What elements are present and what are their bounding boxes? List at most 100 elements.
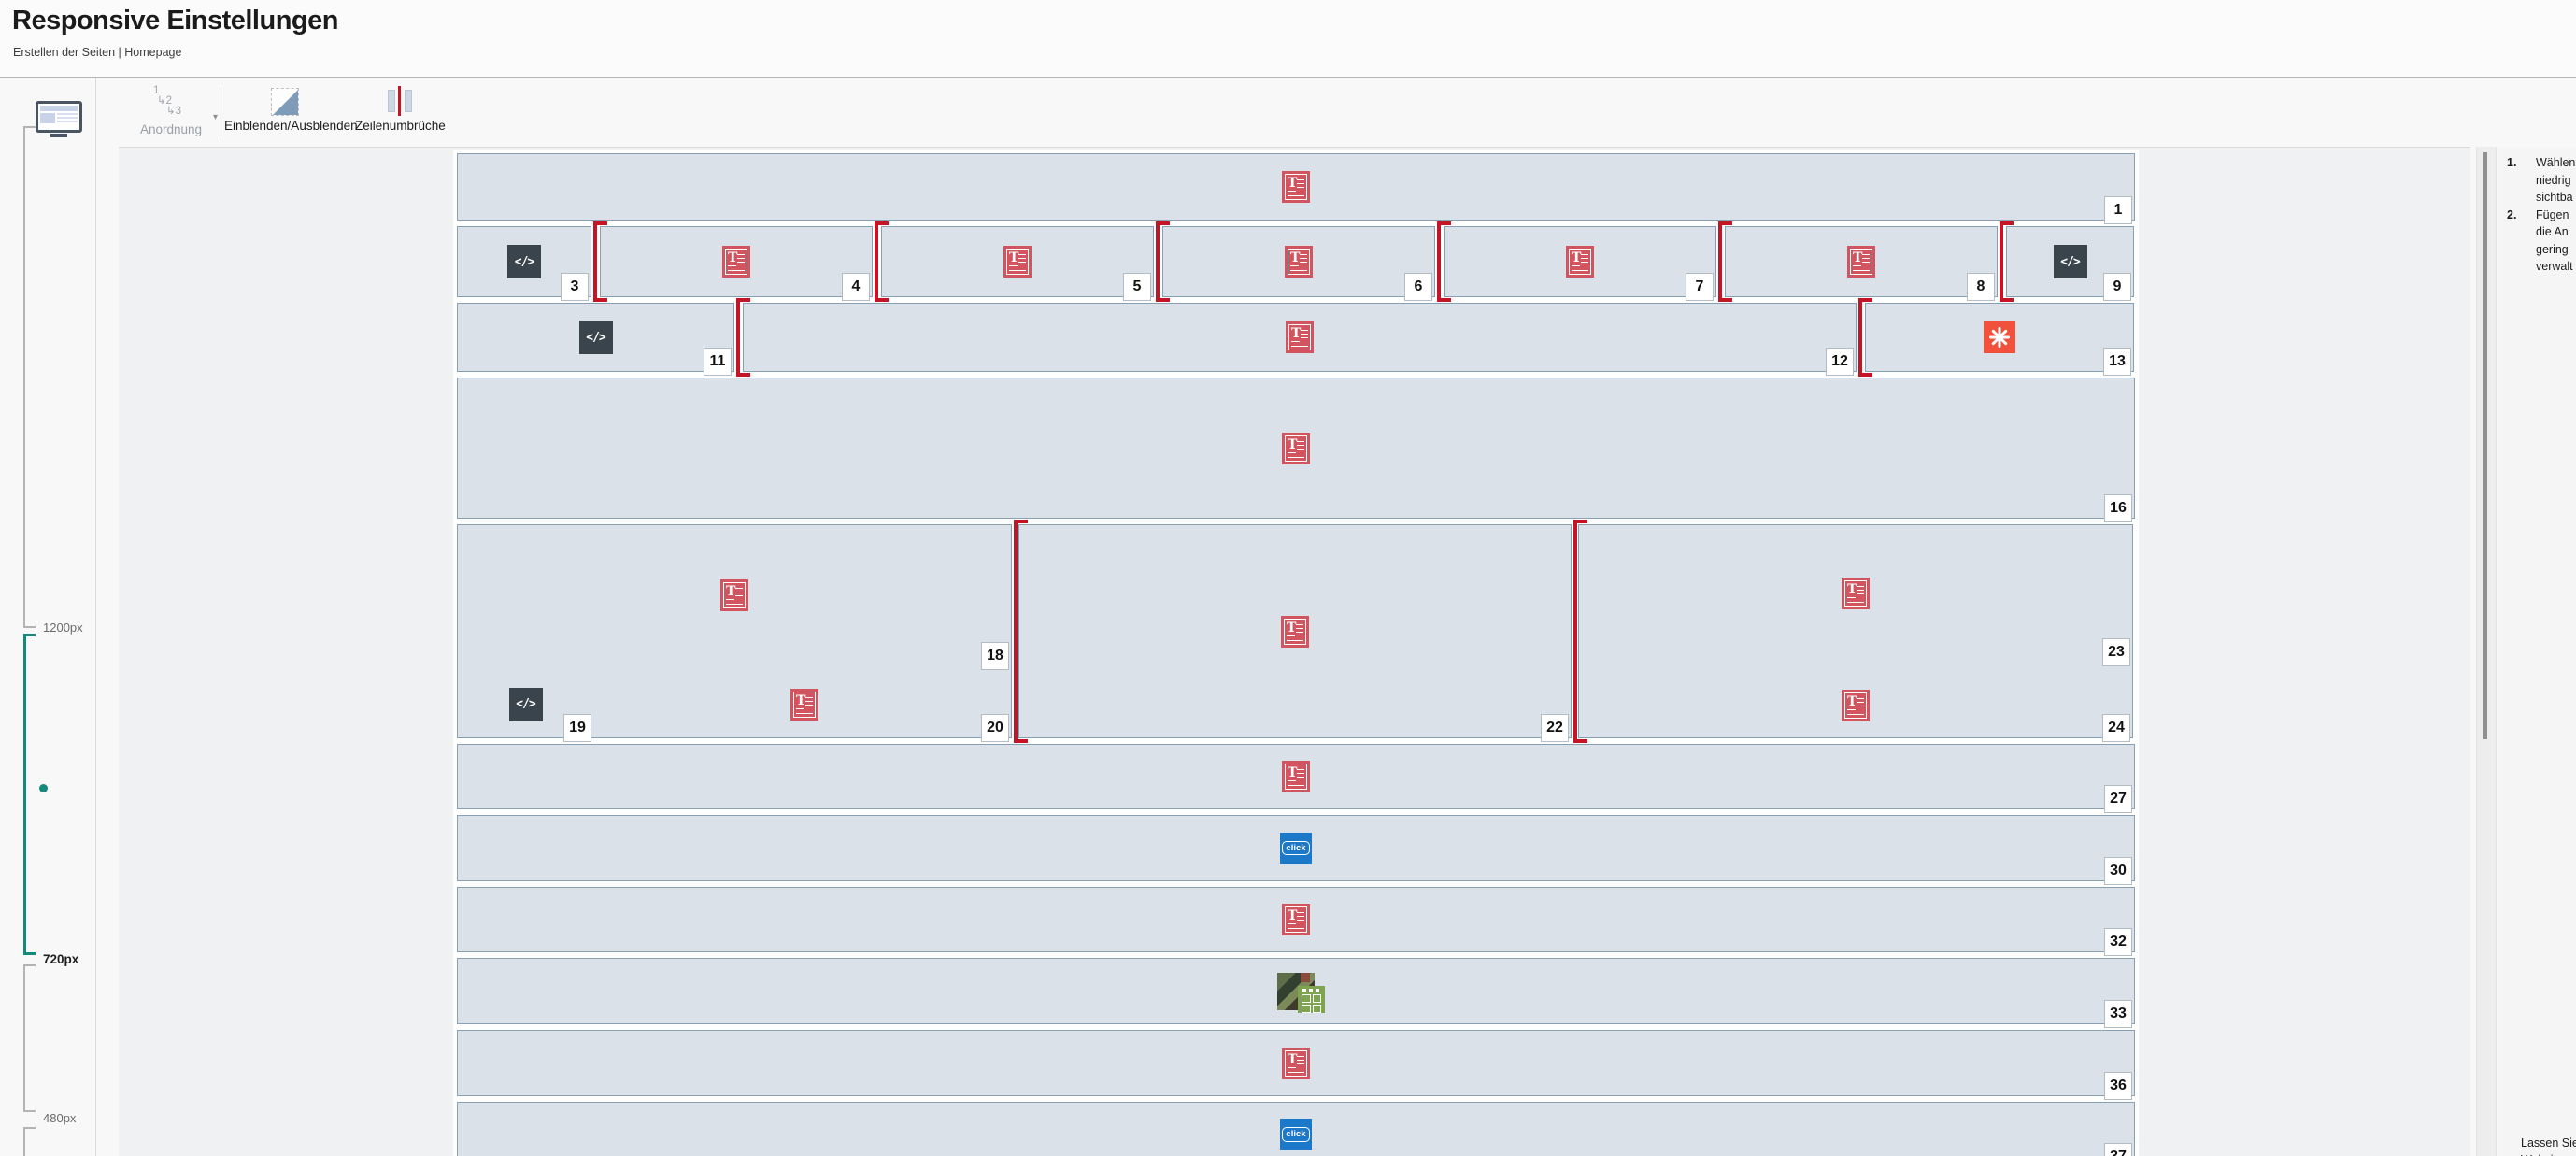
- block-19[interactable]: </> 19: [458, 671, 593, 742]
- text-widget-icon: T: [722, 246, 750, 278]
- block-3[interactable]: </> 3: [457, 226, 591, 301]
- block-number-badge: 18: [981, 642, 1009, 670]
- arrange-button[interactable]: 1 ↳2 ↳3 ▾ Anordnung: [124, 84, 218, 144]
- gallery-widget-icon: [1277, 972, 1325, 1013]
- canvas-page: T 1 </> 3 T 4 T 5 T 6 T 7 T 8 </> 9 </> 11 T 12 13 T 16 T 18 </> 1…: [453, 150, 2139, 1156]
- line-break-marker[interactable]: [591, 221, 607, 302]
- text-widget-icon: T: [1566, 246, 1594, 278]
- canvas-row: T 36: [457, 1030, 2135, 1100]
- block-number-badge: 8: [1967, 273, 1995, 301]
- block-16[interactable]: T 16: [457, 378, 2135, 522]
- text-widget-icon: T: [720, 579, 748, 611]
- block-37[interactable]: click 37: [457, 1102, 2135, 1156]
- button-widget-icon: click: [1280, 1119, 1312, 1150]
- block-18[interactable]: T 18: [458, 525, 1011, 670]
- line-break-marker[interactable]: [734, 298, 750, 377]
- text-widget-icon: T: [1281, 615, 1309, 648]
- block-24[interactable]: T 24: [1579, 673, 2132, 742]
- ruler-mark-1200: 1200px: [43, 621, 83, 635]
- text-widget-icon: T: [1003, 246, 1032, 278]
- block-12[interactable]: T 12: [743, 303, 1857, 376]
- text-widget-icon: T: [1842, 578, 1870, 609]
- line-break-marker[interactable]: [1435, 221, 1451, 302]
- instruction-step: 2. Fügen die An gering verwalt: [2507, 207, 2573, 274]
- block-number-badge: 30: [2104, 857, 2132, 885]
- block-22[interactable]: T 22: [1019, 525, 1571, 742]
- instruction-list: 1. Wählen niedrig sichtba 2. Fügen die An gerin…: [2498, 147, 2576, 276]
- instruction-step: 1. Wählen niedrig sichtba: [2507, 156, 2576, 204]
- canvas-column: T 23 T 24: [1578, 524, 2133, 742]
- block-13[interactable]: 13: [1865, 303, 2134, 376]
- block-number-badge: 20: [981, 714, 1009, 742]
- vertical-scrollbar-thumb[interactable]: [2483, 152, 2487, 739]
- block-33[interactable]: 33: [457, 958, 2135, 1028]
- canvas-row: </> 11 T 12 13: [457, 298, 2135, 377]
- header-divider: [0, 77, 2576, 78]
- ruler-handle-dot[interactable]: [39, 784, 48, 792]
- block-number-badge: 11: [704, 348, 732, 376]
- block-23[interactable]: T 23: [1579, 525, 2132, 666]
- block-number-badge: 27: [2104, 785, 2132, 813]
- show-hide-button[interactable]: Einblenden/Ausblenden: [224, 84, 358, 144]
- block-number-badge: 23: [2102, 638, 2130, 666]
- canvas-row: click 30: [457, 815, 2135, 885]
- block-number-badge: 5: [1123, 273, 1151, 301]
- canvas-column: T 22: [1018, 524, 1572, 742]
- text-widget-icon: T: [1847, 246, 1875, 278]
- block-9[interactable]: </> 9: [2006, 226, 2134, 301]
- canvas-row: T 18 </> 19 T 20 T 22 T 23 T 24: [457, 520, 2135, 743]
- line-break-marker[interactable]: [1012, 520, 1028, 743]
- line-break-marker[interactable]: [1154, 221, 1170, 302]
- block-number-badge: 22: [1541, 714, 1569, 742]
- arrange-label: Anordnung: [139, 122, 203, 136]
- block-30[interactable]: click 30: [457, 815, 2135, 885]
- line-break-marker[interactable]: [1572, 520, 1587, 743]
- canvas-row: T 32: [457, 887, 2135, 956]
- text-widget-icon: T: [1282, 904, 1310, 935]
- text-widget-icon: T: [1842, 689, 1870, 721]
- line-break-marker[interactable]: [1998, 221, 2014, 302]
- canvas-row: click 37: [457, 1102, 2135, 1156]
- block-number-badge: 13: [2103, 348, 2131, 376]
- block-number-badge: 1: [2104, 196, 2132, 224]
- block-number-badge: 12: [1826, 348, 1854, 376]
- line-break-marker[interactable]: [1716, 221, 1732, 302]
- desktop-view-icon[interactable]: [36, 101, 82, 140]
- block-number-badge: 16: [2104, 494, 2132, 522]
- page-title: Responsive Einstellungen: [12, 6, 338, 36]
- block-20[interactable]: T 20: [598, 671, 1011, 742]
- code-widget-icon: </>: [578, 321, 613, 354]
- line-breaks-icon: [387, 86, 412, 116]
- block-27[interactable]: T 27: [457, 744, 2135, 813]
- block-36[interactable]: T 36: [457, 1030, 2135, 1100]
- ruler-range-tablet: [23, 964, 36, 1112]
- sidebar-divider: [95, 78, 96, 1156]
- canvas-row: 33: [457, 958, 2135, 1028]
- line-break-marker[interactable]: [873, 221, 889, 302]
- text-widget-icon: T: [1282, 761, 1310, 792]
- block-number-badge: 9: [2103, 273, 2131, 301]
- block-11[interactable]: </> 11: [457, 303, 734, 376]
- text-widget-icon: T: [1285, 246, 1313, 278]
- canvas-row: T 16: [457, 378, 2135, 522]
- block-32[interactable]: T 32: [457, 887, 2135, 956]
- ruler-range-active[interactable]: [23, 634, 36, 955]
- block-number-badge: 19: [563, 714, 591, 742]
- text-widget-icon: T: [790, 688, 818, 721]
- block-number-badge: 36: [2104, 1072, 2132, 1100]
- text-widget-icon: T: [1286, 321, 1314, 353]
- show-hide-label: Einblenden/Ausblenden: [224, 119, 358, 133]
- canvas-row: </> 3 T 4 T 5 T 6 T 7 T 8 </> 9: [457, 221, 2135, 302]
- line-breaks-button[interactable]: Zeilenumbrüche: [355, 84, 446, 144]
- line-break-marker[interactable]: [1857, 298, 1872, 377]
- block-number-badge: 37: [2104, 1143, 2132, 1156]
- button-widget-icon: click: [1280, 832, 1312, 864]
- code-widget-icon: </>: [508, 687, 543, 721]
